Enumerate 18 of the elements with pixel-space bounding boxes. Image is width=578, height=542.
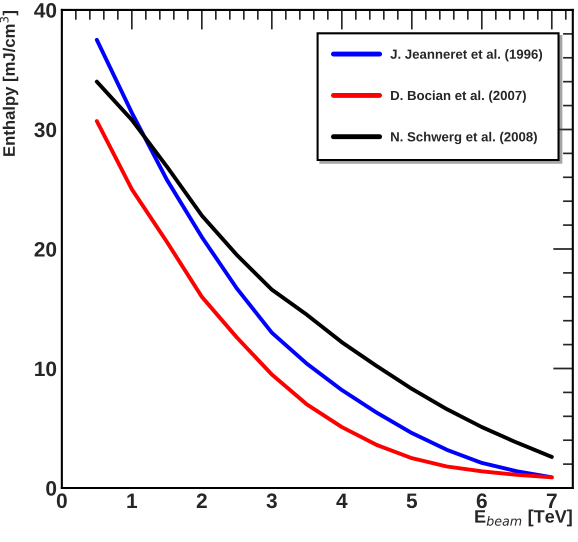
y-tick-label: 40	[34, 2, 56, 18]
x-axis-title: E$_{beam}$ [TeV]	[475, 510, 572, 526]
y-tick-label: 30	[34, 122, 56, 138]
x-tick-label: 3	[266, 493, 277, 508]
x-tick-label: 5	[406, 494, 418, 508]
x-tick-label: 0	[56, 493, 67, 508]
x-tick-label: 2	[196, 493, 207, 508]
x-tick-label: 1	[127, 494, 138, 508]
x-tick-label: 6	[476, 493, 487, 508]
legend-label: J. Jeanneret et al. (1996)	[390, 49, 542, 62]
x-tick-label: 7	[546, 494, 557, 508]
x-tick-label: 4	[336, 494, 348, 508]
y-axis-title: Enthalpy [mJ/cm$^{3}$]	[0, 10, 18, 156]
y-tick-label: 10	[35, 362, 56, 376]
legend-label: N. Schwerg et al. (2008)	[391, 132, 537, 144]
legend-label: D. Bocian et al. (2007)	[391, 90, 526, 103]
y-tick-label: 0	[46, 481, 56, 496]
y-tick-label: 20	[34, 242, 56, 257]
